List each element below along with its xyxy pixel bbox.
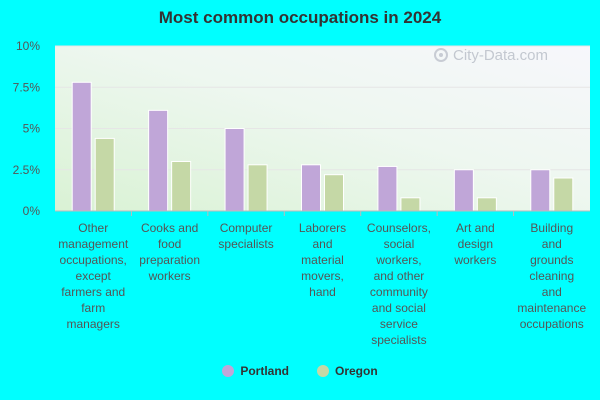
y-tick-label: 2.5% [13,163,41,177]
bar-portland [224,128,245,212]
x-tick-label: Building and grounds cleaning and maintenance… [517,221,586,331]
bar-oregon [476,197,497,212]
bar-oregon [94,137,115,212]
x-tick-label: Laborers and material movers, hand [299,221,346,299]
bar-oregon [171,161,192,212]
bar-oregon [247,164,268,212]
bar-portland [530,169,551,212]
watermark: City-Data.com [434,43,574,67]
y-tick-label: 5% [23,122,41,136]
chart-title: Most common occupations in 2024 [158,8,442,27]
legend-label-portland: Portland [240,364,289,378]
y-tick-label: 7.5% [13,80,41,94]
x-tick-label: Other management occupations, except farmers… [58,221,129,331]
bar-portland [148,109,169,212]
y-tick-label: 0% [23,204,41,218]
bar-portland [453,169,474,212]
x-tick-label: Cooks and food preparation workers [139,221,200,283]
legend-label-oregon: Oregon [335,364,378,378]
legend: Portland Oregon [0,364,600,378]
bar-portland [71,81,92,212]
x-tick-label: Computer specialists [218,221,273,251]
bar-portland [301,164,321,212]
bar-oregon [553,177,574,212]
legend-item-portland: Portland [222,364,289,378]
x-tick-label: Art and design workers [453,221,496,267]
bar-oregon [324,174,344,212]
bar-oregon [400,197,421,212]
y-tick-label: 10% [16,39,40,53]
search-icon [434,48,448,62]
legend-item-oregon: Oregon [317,364,378,378]
x-tick-label: Counselors, social workers, and other commun… [367,221,431,347]
watermark-text: City-Data.com [453,46,549,64]
bar-portland [377,165,398,212]
legend-swatch-oregon [317,365,329,377]
legend-swatch-portland [222,365,235,377]
